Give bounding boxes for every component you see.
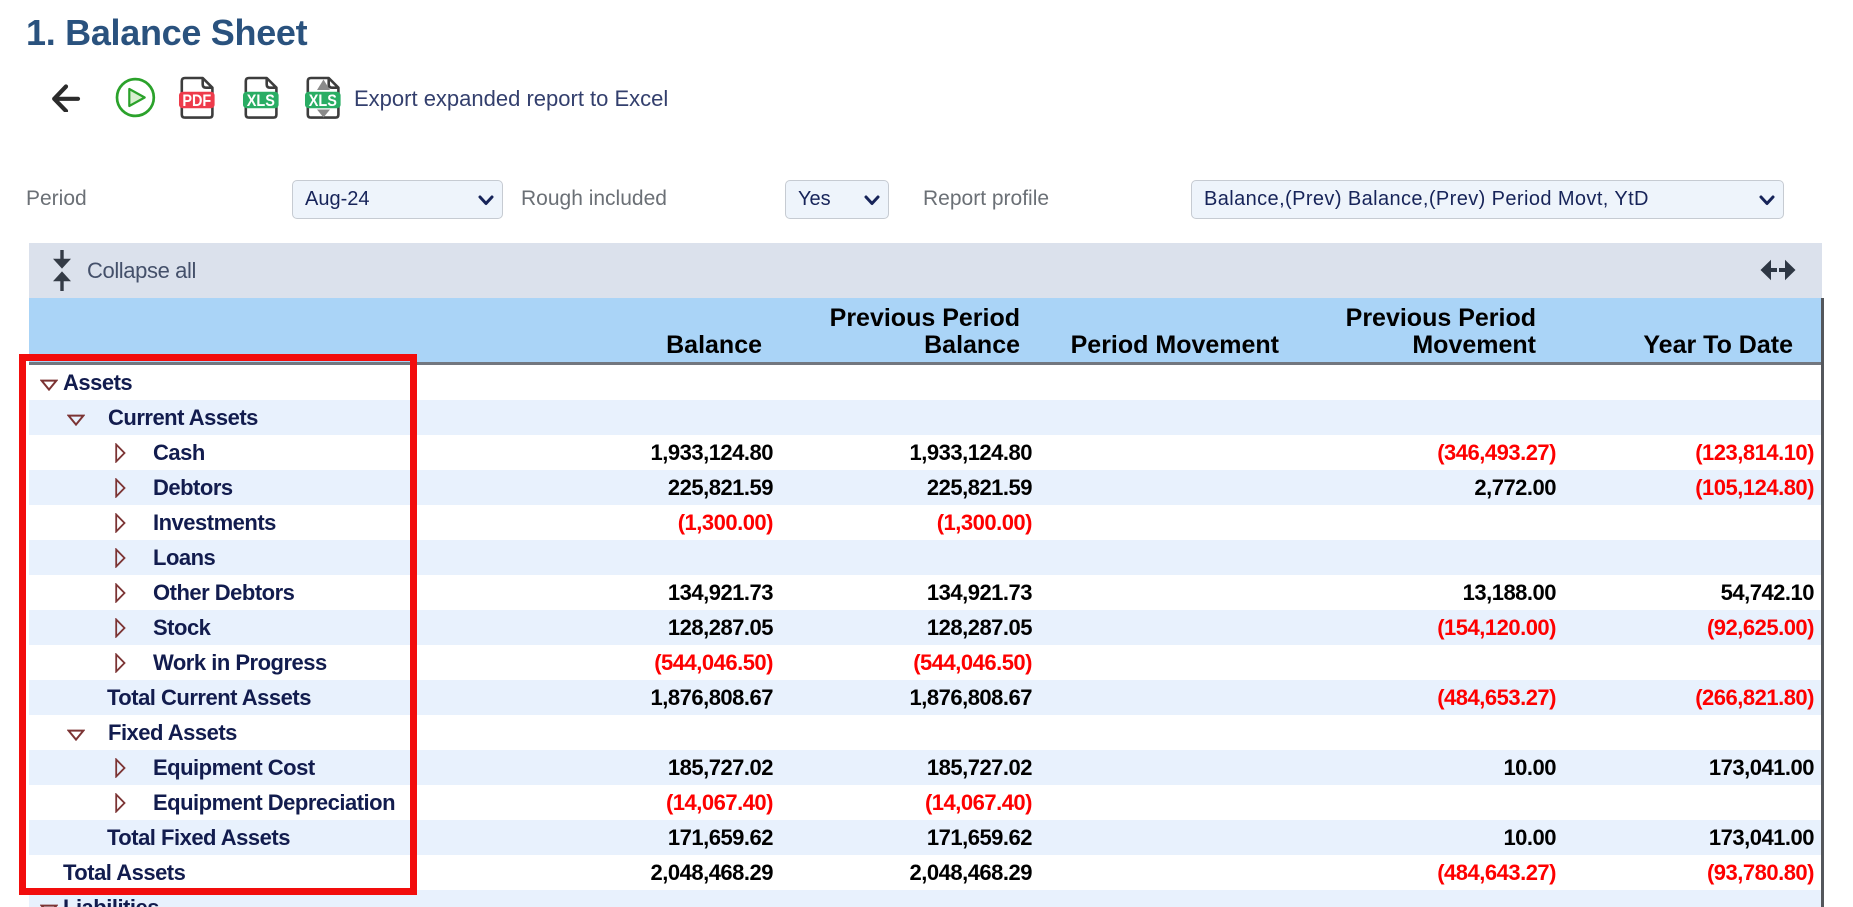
svg-text:XLS: XLS bbox=[247, 92, 275, 110]
svg-text:PDF: PDF bbox=[182, 92, 211, 110]
svg-text:XLS: XLS bbox=[309, 92, 337, 110]
